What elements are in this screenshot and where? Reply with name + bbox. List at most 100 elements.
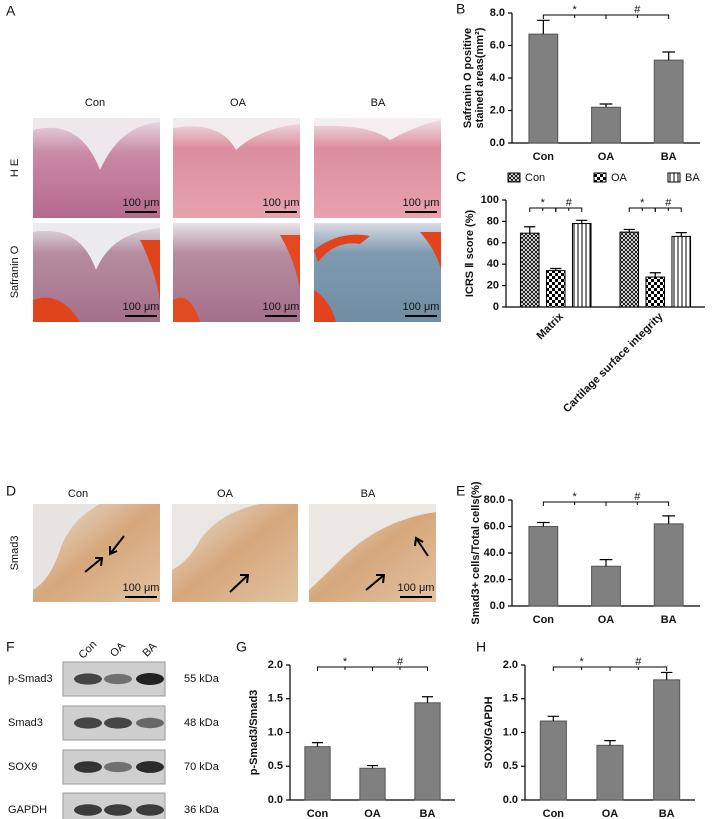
histology-images bbox=[33, 118, 441, 322]
band-name: GAPDH bbox=[8, 804, 47, 816]
x-tick-label: BA bbox=[661, 151, 677, 163]
error-bar bbox=[604, 740, 616, 746]
legend-label: Con bbox=[525, 172, 545, 184]
bar bbox=[645, 276, 666, 308]
panel-label: A bbox=[6, 3, 16, 19]
band-name: SOX9 bbox=[8, 761, 37, 773]
error-bar bbox=[421, 696, 434, 703]
scale-bars bbox=[125, 211, 437, 317]
error-bar bbox=[576, 219, 588, 224]
y-tick-label: 60.0 bbox=[484, 520, 505, 532]
legend-label: BA bbox=[685, 172, 700, 184]
y-tick-label: 1.5 bbox=[268, 693, 283, 705]
y-tick-label: 0.0 bbox=[503, 794, 518, 806]
significance-label: * bbox=[573, 4, 578, 16]
band bbox=[136, 673, 164, 685]
band bbox=[104, 761, 132, 773]
bar bbox=[359, 767, 386, 801]
lane-label: OA bbox=[108, 640, 128, 660]
bar bbox=[304, 746, 331, 801]
x-tick-label: BA bbox=[661, 614, 677, 626]
error-bar bbox=[524, 226, 536, 234]
significance-label: # bbox=[397, 656, 404, 668]
error-bar bbox=[662, 515, 676, 524]
significance-label: * bbox=[580, 656, 585, 668]
error-bar bbox=[536, 521, 550, 527]
bar bbox=[596, 744, 624, 801]
bar bbox=[545, 270, 566, 308]
y-axis-label: ICRS Ⅱ score (%) bbox=[464, 210, 476, 298]
y-tick-label: 40.0 bbox=[484, 547, 505, 559]
error-bar bbox=[550, 267, 562, 271]
band bbox=[104, 804, 132, 816]
bar bbox=[671, 235, 692, 308]
x-tick-label: BA bbox=[659, 808, 675, 819]
band bbox=[74, 717, 102, 729]
error-bar bbox=[599, 559, 613, 567]
bar bbox=[653, 59, 684, 144]
scale-label: 100 μm bbox=[263, 197, 300, 209]
band-name: p-Smad3 bbox=[8, 673, 53, 685]
x-tick-label: OA bbox=[598, 614, 615, 626]
bar bbox=[528, 33, 559, 144]
x-tick-label: Con bbox=[543, 808, 565, 819]
y-tick-label: 0.0 bbox=[490, 137, 505, 149]
bar bbox=[591, 106, 621, 144]
error-bar bbox=[536, 19, 550, 35]
band bbox=[136, 717, 164, 729]
significance-label: # bbox=[665, 197, 672, 209]
band bbox=[104, 673, 132, 685]
x-tick-label: OA bbox=[598, 151, 615, 163]
scale-label: 100 μm bbox=[123, 197, 160, 209]
row-label: H E bbox=[9, 159, 21, 177]
ihc-images bbox=[33, 504, 436, 602]
bar bbox=[653, 679, 681, 801]
lane-label: Con bbox=[77, 639, 100, 662]
x-tick-label: OA bbox=[602, 808, 619, 819]
y-tick-label: 0.5 bbox=[268, 760, 283, 772]
scale-label: 100 μm bbox=[123, 582, 160, 594]
scale-label: 100 μm bbox=[403, 301, 440, 313]
y-tick-label: 8.0 bbox=[490, 7, 505, 19]
bar bbox=[619, 231, 640, 308]
error-bar bbox=[547, 715, 560, 722]
panel-label: G bbox=[236, 639, 247, 655]
bar bbox=[528, 526, 559, 607]
scale-label: 100 μm bbox=[398, 582, 435, 594]
y-tick-label: 0.0 bbox=[268, 794, 283, 806]
legend-swatch bbox=[667, 172, 681, 183]
significance-label: # bbox=[634, 4, 641, 16]
y-tick-label: 4.0 bbox=[490, 72, 505, 84]
band-size: 55 kDa bbox=[184, 673, 220, 685]
panel-label: E bbox=[456, 483, 465, 499]
significance-bracket bbox=[605, 14, 670, 19]
y-axis-label: Safranin O positive bbox=[462, 28, 474, 128]
bar bbox=[414, 702, 441, 801]
y-tick-label: 60 bbox=[487, 237, 499, 249]
column-label: BA bbox=[361, 488, 376, 500]
error-bar bbox=[675, 232, 687, 237]
y-tick-label: 1.0 bbox=[503, 726, 518, 738]
x-tick-label: Cartilage surface integrity bbox=[561, 310, 666, 415]
y-tick-label: 0.0 bbox=[490, 600, 505, 612]
legend-swatch bbox=[507, 172, 521, 183]
band bbox=[74, 761, 102, 773]
band-size: 48 kDa bbox=[184, 717, 220, 729]
band bbox=[136, 761, 164, 773]
legend-label: OA bbox=[611, 172, 628, 184]
scale-label: 100 μm bbox=[123, 301, 160, 313]
arrows bbox=[84, 535, 429, 593]
significance-label: * bbox=[573, 491, 578, 503]
band-size: 70 kDa bbox=[184, 761, 220, 773]
y-axis-label: stained areas(mm²) bbox=[474, 27, 486, 128]
column-label: OA bbox=[217, 488, 234, 500]
row-label: Smad3 bbox=[9, 536, 21, 571]
column-label: Con bbox=[68, 488, 88, 500]
scale-label: 100 μm bbox=[263, 301, 300, 313]
y-tick-label: 100 bbox=[481, 194, 499, 206]
error-bar bbox=[649, 272, 661, 278]
legend-swatch bbox=[593, 172, 607, 183]
x-tick-label: Con bbox=[307, 808, 329, 819]
band-size: 36 kDa bbox=[184, 804, 220, 816]
